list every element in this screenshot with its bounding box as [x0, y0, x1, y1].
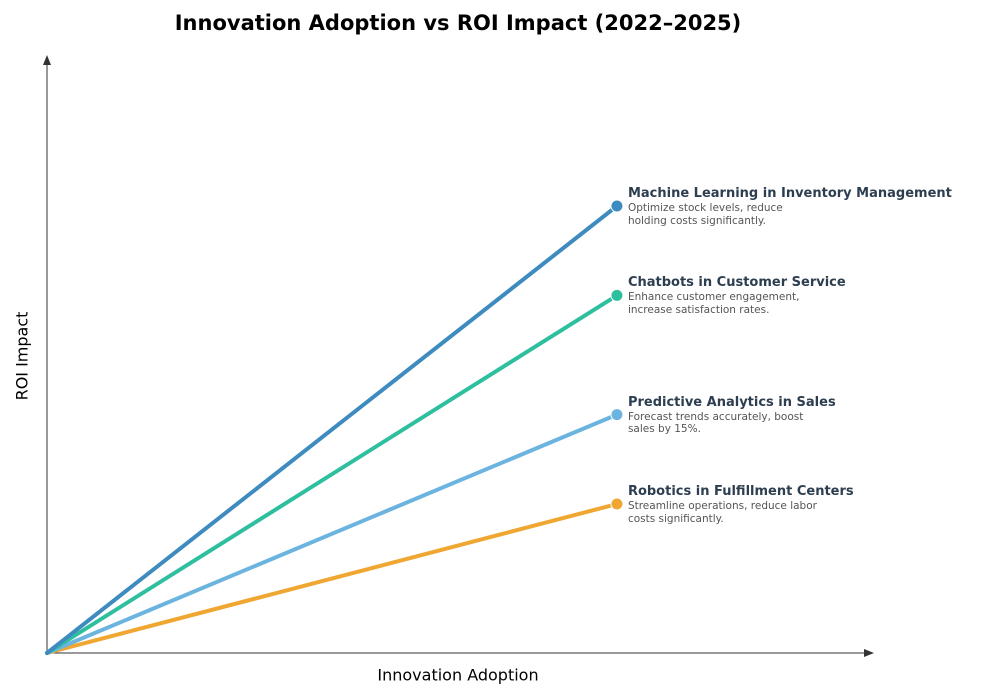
- end-point: [610, 199, 624, 213]
- annotation: Machine Learning in Inventory Management…: [628, 186, 988, 227]
- series-line: [45, 204, 619, 655]
- end-point: [610, 288, 624, 302]
- series-description: Enhance customer engagement, increase sa…: [627, 291, 800, 316]
- series-description: Forecast trends accurately, boost sales …: [627, 410, 804, 436]
- chart-title: Innovation Adoption vs ROI Impact (2022–…: [175, 11, 742, 35]
- y-axis-arrow: [43, 55, 51, 65]
- series-description: Optimize stock levels, reduce holding co…: [627, 202, 783, 227]
- series-line: [45, 412, 619, 655]
- series-name: Predictive Analytics in Sales: [627, 394, 836, 410]
- end-point: [610, 497, 624, 511]
- series-line: [45, 293, 619, 655]
- annotation: Robotics in Fulfillment Centers Streamlin…: [628, 484, 988, 525]
- series-description: Streamline operations, reduce labor cost…: [627, 500, 817, 525]
- series-name: Chatbots in Customer Service: [627, 275, 846, 291]
- x-axis-arrow: [864, 649, 874, 657]
- x-axis-label: Innovation Adoption: [377, 666, 538, 685]
- end-point: [610, 408, 624, 422]
- y-axis-label: ROI Impact: [13, 312, 32, 401]
- series-name: Machine Learning in Inventory Management: [627, 186, 952, 201]
- series-name: Robotics in Fulfillment Centers: [627, 484, 854, 499]
- annotation: Chatbots in Customer Service Enhance cust…: [628, 275, 988, 316]
- series-line: [45, 502, 619, 655]
- annotation: Predictive Analytics in Sales Forecast tr…: [628, 395, 988, 436]
